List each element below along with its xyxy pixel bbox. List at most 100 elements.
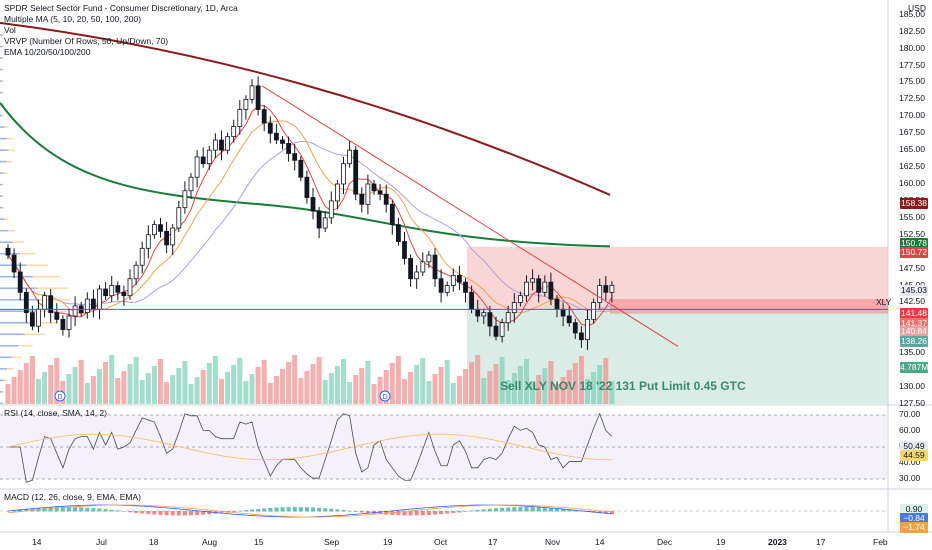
macd-histogram-bar [433, 511, 437, 515]
macd-histogram-bar [286, 507, 291, 512]
macd-histogram-bar [542, 507, 547, 512]
vrvp-up [0, 298, 39, 301]
ma-5-line [7, 104, 613, 327]
order-label[interactable]: Sell XLY NOV 18 '22 131 Put Limit 0.45 G… [500, 379, 746, 393]
volume-bar [225, 372, 231, 404]
vrvp-up [0, 218, 5, 220]
vrvp-down [2, 402, 4, 405]
volume-bar [90, 376, 96, 404]
macd-histogram-bar [140, 511, 145, 514]
macd-histogram-bar [121, 511, 126, 512]
candle [145, 234, 151, 249]
volume-bar [310, 364, 316, 404]
dividend-icon: D [58, 394, 63, 401]
volume-bar [420, 358, 426, 404]
candle [603, 285, 609, 293]
candle [463, 281, 468, 293]
candle [395, 224, 401, 242]
candle [591, 302, 596, 320]
macd-histogram-bar [475, 509, 480, 512]
volume-bar [54, 358, 60, 404]
vrvp-down [7, 367, 13, 370]
macd-histogram-bar [524, 507, 529, 512]
price-tick: 135.00 [899, 347, 925, 358]
time-tick: 15 [254, 537, 264, 547]
vrvp-down [32, 275, 60, 278]
candle [572, 322, 578, 334]
chart-title[interactable]: SPDR Select Sector Fund - Consumer Discr… [4, 3, 238, 13]
indicator-ema[interactable]: EMA 10/20/50/100/200 [4, 47, 91, 57]
volume-bar [585, 379, 590, 404]
candlesticks [5, 76, 615, 350]
rsi-pane [0, 412, 888, 483]
candle [426, 254, 432, 263]
volume-bar [517, 366, 523, 404]
volume-bar [402, 379, 407, 404]
macd-signal-line [7, 504, 612, 518]
vrvp-down [11, 356, 22, 359]
volume-bar [48, 365, 54, 404]
indicator-vrvp[interactable]: VRVP (Number Of Rows, 50, Up/Down, 70) [4, 36, 169, 46]
candle [261, 109, 267, 124]
vrvp-up [0, 183, 3, 186]
macd-histogram-bar [500, 507, 505, 512]
rsi-legend[interactable]: RSI (14, close, SMA, 14, 2) [4, 408, 107, 418]
candle [450, 274, 456, 286]
time-tick: Jul [96, 537, 107, 547]
candle [151, 224, 157, 236]
candle [231, 126, 237, 138]
price-tick: 180.00 [899, 42, 925, 53]
volume-bar [499, 357, 505, 404]
moving-averages [0, 21, 613, 327]
candle [176, 207, 182, 229]
volume-bar [481, 378, 487, 404]
vrvp-up [0, 68, 3, 71]
vrvp-up [0, 206, 3, 209]
macd-histogram-bar [512, 507, 517, 512]
macd-legend[interactable]: MACD (12, 26, close, 9, EMA, EMA) [4, 492, 141, 502]
candle [237, 109, 243, 127]
candle [524, 281, 529, 297]
macd-histogram-bar [445, 511, 450, 514]
volume-bar [334, 366, 340, 404]
volume-bar [347, 382, 353, 404]
volume-bar [432, 374, 438, 404]
time-tick: Aug [202, 537, 218, 547]
macd-histogram-bar [298, 507, 303, 512]
vrvp-up [0, 356, 12, 359]
volume-bar [456, 376, 462, 404]
candle [54, 312, 60, 320]
macd-histogram-bar [396, 511, 401, 516]
indicator-vol[interactable]: Vol [4, 25, 16, 35]
macd-histogram-bar [359, 511, 364, 513]
price-tag: 4.787M [900, 362, 929, 373]
volume-bar [487, 371, 493, 404]
vrvp-up [0, 126, 5, 128]
indicator-ma[interactable]: Multiple MA (5, 10, 20, 50, 100, 200) [4, 14, 142, 24]
volume-bar [212, 356, 218, 404]
volume-bar [66, 374, 72, 404]
candle [328, 200, 334, 219]
volume-bar [463, 369, 468, 404]
volume-bar [280, 369, 285, 404]
time-tick: Dec [657, 537, 673, 547]
macd-tag: −1.74 [900, 522, 928, 533]
macd-histogram-bar [250, 509, 254, 512]
volume-bar [389, 363, 395, 404]
candle [298, 159, 304, 178]
ma-20-line [7, 140, 613, 311]
price-tick: 182.50 [899, 25, 925, 36]
vrvp-down [2, 195, 4, 197]
volume-bar [176, 368, 182, 404]
candle [42, 295, 47, 310]
rsi-tag: 44.59 [900, 450, 928, 461]
time-tick: 14 [32, 537, 42, 547]
time-tick: 18 [149, 537, 159, 547]
time-tick: Feb [873, 537, 888, 547]
macd-histogram-bar [292, 507, 297, 512]
time-tick: 17 [488, 537, 498, 547]
vrvp-up [0, 195, 3, 197]
candle [359, 193, 365, 205]
candle [212, 139, 218, 151]
